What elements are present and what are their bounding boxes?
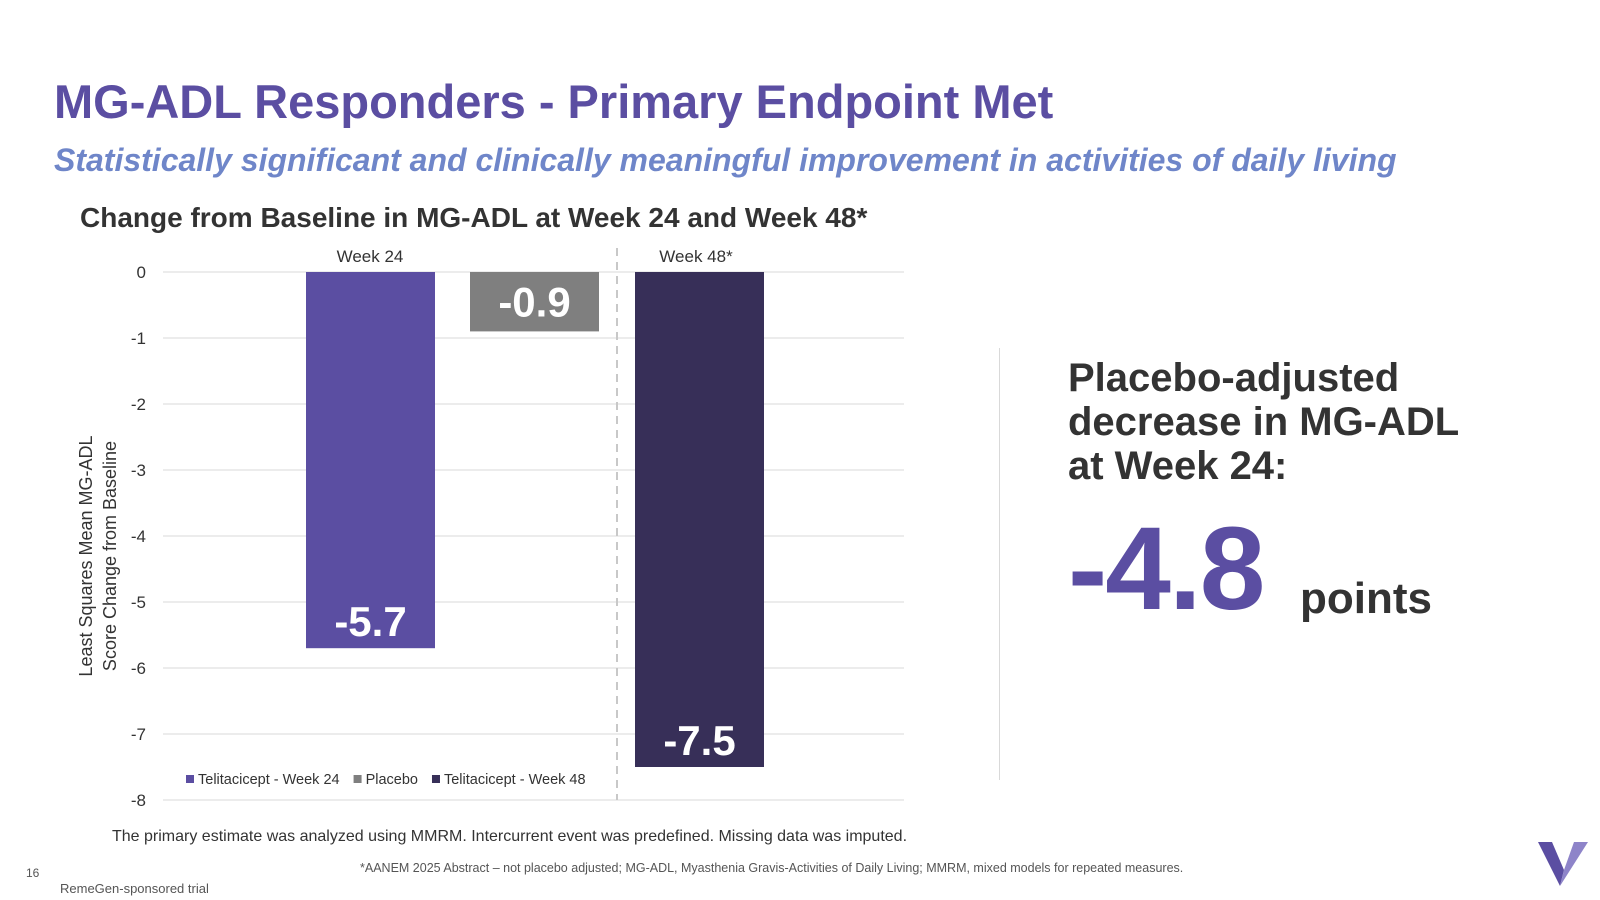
legend-swatch (431, 775, 440, 783)
callout-unit: points (1300, 574, 1432, 623)
y-tick-label: -6 (131, 659, 146, 678)
y-tick-label: -3 (131, 461, 146, 480)
sponsor-note: RemeGen-sponsored trial (60, 881, 209, 896)
callout-heading-line: at Week 24: (1068, 444, 1288, 488)
legend-label: Telitacicept - Week 48 (444, 772, 586, 788)
y-tick-label: -7 (131, 725, 146, 744)
legend-swatch (186, 775, 194, 783)
bar (635, 272, 764, 767)
bar-value-label: -5.7 (334, 598, 406, 645)
y-axis-label: Score Change from Baseline (100, 441, 120, 671)
page-number: 16 (26, 866, 40, 880)
callout-value: -4.8 (1068, 503, 1265, 635)
group-label: Week 24 (337, 247, 404, 266)
y-tick-label: -2 (131, 395, 146, 414)
bar (306, 272, 435, 649)
method-note: The primary estimate was analyzed using … (112, 828, 908, 845)
legend-label: Placebo (366, 772, 418, 788)
page-subtitle: Statistically significant and clinically… (54, 142, 1397, 178)
bar-chart: 0 -1 -2 -3 -4 -5 -6 -7 -8 Least Squares Mean MG-A… (76, 247, 904, 810)
y-tick-label: 0 (137, 263, 146, 282)
bar-value-label: -7.5 (663, 717, 735, 764)
legend-label: Telitacicept - Week 24 (198, 772, 340, 788)
callout-heading-line: decrease in MG-ADL (1068, 400, 1460, 444)
v-logo-icon (1538, 840, 1588, 893)
group-label: Week 48* (659, 247, 733, 266)
y-tick-label: -5 (131, 593, 146, 612)
bar-value-label: -0.9 (498, 279, 570, 326)
callout-heading: Placebo-adjusted decrease in MG-ADL at W… (1068, 356, 1508, 488)
y-tick-label: -1 (131, 329, 146, 348)
page-title: MG-ADL Responders - Primary Endpoint Met (54, 75, 1054, 128)
legend-swatch (353, 775, 362, 783)
chart-title: Change from Baseline in MG-ADL at Week 2… (80, 202, 868, 233)
footnote: *AANEM 2025 Abstract – not placebo adjus… (360, 861, 1184, 875)
bar (470, 272, 599, 332)
y-tick-label: -8 (131, 791, 146, 810)
divider (999, 348, 1000, 780)
callout-heading-line: Placebo-adjusted (1068, 356, 1400, 400)
y-tick-label: -4 (131, 527, 146, 546)
y-axis-label: Least Squares Mean MG-ADL (76, 435, 96, 676)
